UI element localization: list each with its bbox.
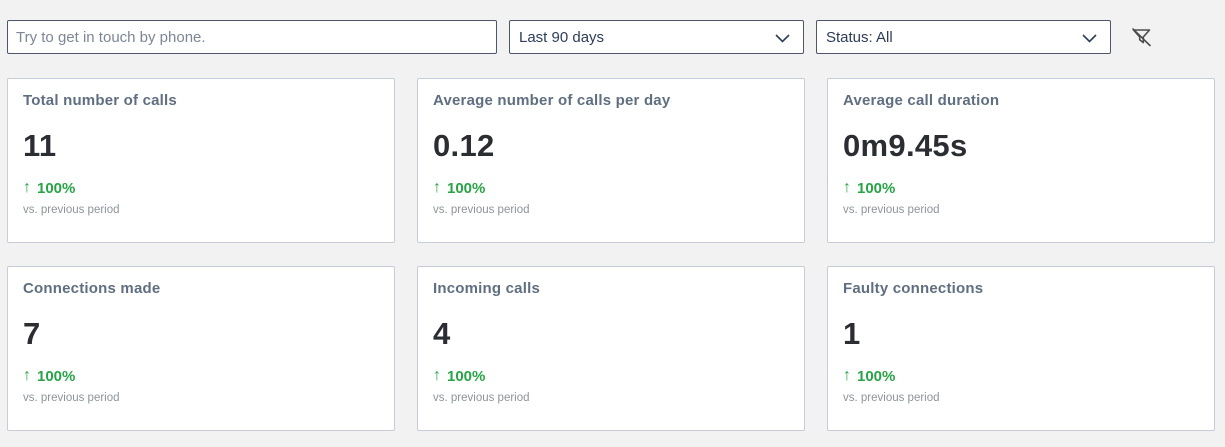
chevron-down-icon bbox=[775, 33, 790, 43]
stat-card-change: ↑ 100% bbox=[433, 367, 789, 385]
stat-card-compare-label: vs. previous period bbox=[23, 204, 120, 216]
filters-toolbar: Last 90 days Status: All bbox=[0, 0, 1225, 54]
stat-card-change: ↑ 100% bbox=[843, 367, 1199, 385]
status-select[interactable]: Status: All bbox=[816, 20, 1111, 54]
stat-card-title: Incoming calls bbox=[433, 280, 540, 297]
clear-filters-button[interactable] bbox=[1126, 22, 1156, 52]
stat-card-connections-made: Connections made 7 ↑ 100% vs. previous p… bbox=[7, 266, 395, 431]
stat-card-change: ↑ 100% bbox=[23, 367, 379, 385]
stat-card-title: Average call duration bbox=[843, 92, 1000, 109]
arrow-up-icon: ↑ bbox=[433, 367, 441, 384]
filter-off-icon bbox=[1129, 25, 1154, 49]
stat-card-faulty-connections: Faulty connections 1 ↑ 100% vs. previous… bbox=[827, 266, 1215, 431]
arrow-up-icon: ↑ bbox=[843, 367, 851, 384]
stat-card-value: 0.12 bbox=[433, 128, 495, 163]
stat-card-change-pct: 100% bbox=[447, 367, 486, 385]
status-select-value: Status: All bbox=[826, 28, 893, 46]
stat-card-avg-call-duration: Average call duration 0m9.45s ↑ 100% vs.… bbox=[827, 78, 1215, 243]
stat-card-change-pct: 100% bbox=[857, 367, 896, 385]
stat-card-change-pct: 100% bbox=[447, 179, 486, 197]
period-select[interactable]: Last 90 days bbox=[509, 20, 804, 54]
stat-card-incoming-calls: Incoming calls 4 ↑ 100% vs. previous per… bbox=[417, 266, 805, 431]
stat-card-avg-calls-per-day: Average number of calls per day 0.12 ↑ 1… bbox=[417, 78, 805, 243]
stat-card-value: 7 bbox=[23, 316, 41, 351]
stat-card-change-pct: 100% bbox=[857, 179, 896, 197]
stat-card-compare-label: vs. previous period bbox=[843, 392, 940, 404]
stat-card-change: ↑ 100% bbox=[433, 179, 789, 197]
stat-card-change: ↑ 100% bbox=[23, 179, 379, 197]
stat-card-change: ↑ 100% bbox=[843, 179, 1199, 197]
stat-card-compare-label: vs. previous period bbox=[843, 204, 940, 216]
stat-card-title: Connections made bbox=[23, 280, 161, 297]
stat-card-value: 1 bbox=[843, 316, 861, 351]
stats-grid: Total number of calls 11 ↑ 100% vs. prev… bbox=[7, 78, 1225, 431]
stat-card-compare-label: vs. previous period bbox=[23, 392, 120, 404]
arrow-up-icon: ↑ bbox=[433, 179, 441, 196]
stat-card-compare-label: vs. previous period bbox=[433, 392, 530, 404]
stat-card-change-pct: 100% bbox=[37, 367, 76, 385]
stat-card-title: Total number of calls bbox=[23, 92, 177, 109]
stat-card-change-pct: 100% bbox=[37, 179, 76, 197]
arrow-up-icon: ↑ bbox=[23, 367, 31, 384]
chevron-down-icon bbox=[1082, 33, 1097, 43]
stat-card-value: 0m9.45s bbox=[843, 128, 968, 163]
arrow-up-icon: ↑ bbox=[843, 179, 851, 196]
stat-card-title: Faulty connections bbox=[843, 280, 984, 297]
stat-card-title: Average number of calls per day bbox=[433, 92, 671, 109]
stat-card-value: 4 bbox=[433, 316, 451, 351]
stat-card-compare-label: vs. previous period bbox=[433, 204, 530, 216]
search-input[interactable] bbox=[7, 20, 497, 54]
stat-card-value: 11 bbox=[23, 128, 57, 163]
stat-card-total-calls: Total number of calls 11 ↑ 100% vs. prev… bbox=[7, 78, 395, 243]
period-select-value: Last 90 days bbox=[519, 28, 605, 46]
arrow-up-icon: ↑ bbox=[23, 179, 31, 196]
